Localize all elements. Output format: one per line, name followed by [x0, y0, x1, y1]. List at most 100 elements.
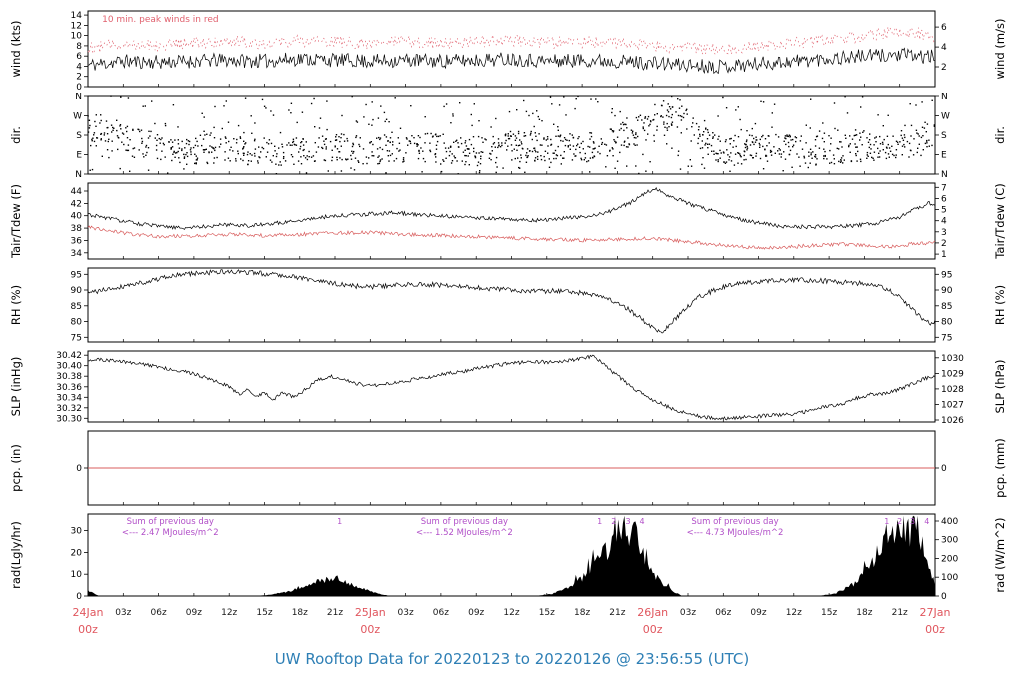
ytick-left-label: 75	[71, 333, 82, 343]
ytick-right-label: 0	[941, 592, 947, 599]
ytick-right-label: 7	[941, 183, 947, 193]
xtick-day-label: 24Jan	[73, 606, 104, 619]
ytick-left-label: S	[76, 131, 82, 141]
peak-winds-note: 10 min. peak winds in red	[102, 15, 219, 25]
panel-wind: 0 2 4 6 8 10 12 14 2 4 6 wind (kts) wind (m/s) 10 min…	[0, 8, 1024, 90]
ytick-right-label: 1	[941, 250, 947, 260]
ytick-left-label: 44	[71, 187, 83, 197]
ytick-right-label: 1027	[941, 400, 964, 410]
ytick-right-label: E	[941, 151, 947, 161]
ytick-left-label: 6	[76, 52, 82, 62]
xtick-hour-label: 12z	[221, 608, 237, 618]
xtick-hour-label: 09z	[750, 608, 766, 618]
ytick-right-label: 100	[941, 573, 958, 583]
series-rh_pct	[87, 269, 936, 334]
ytick-left-label: 30.40	[56, 362, 82, 372]
ylabel-left-temp: Tair/Tdew (F)	[9, 184, 23, 259]
ylabel-left-rh: RH (%)	[9, 285, 23, 325]
xtick-hour-label: 15z	[256, 608, 272, 618]
xtick-day-label: 26Jan	[637, 606, 668, 619]
xtick-hour-label: 18z	[574, 608, 590, 618]
ytick-right-label: 300	[941, 536, 958, 546]
ytick-right-label: 80	[941, 318, 953, 328]
ylabel-left-wind: wind (kts)	[9, 21, 23, 78]
rad-marker-day2-3: 3	[625, 517, 630, 526]
ytick-left-label: 30.38	[56, 372, 82, 382]
ytick-left-label: 0	[76, 464, 82, 474]
xtick-hour-label: 21z	[892, 608, 908, 618]
ytick-left-label: 0	[76, 83, 82, 90]
ytick-left-label: W	[73, 112, 82, 122]
ytick-left-label: 36	[71, 237, 83, 247]
xtick-day-hour-label: 00z	[643, 623, 663, 636]
ytick-right-label: 5	[941, 206, 947, 216]
ytick-left-label: 40	[71, 212, 83, 222]
ylabel-right-wind: wind (m/s)	[993, 19, 1007, 80]
rad-marker-day2-1: 1	[597, 517, 602, 526]
ytick-right-label: 90	[941, 286, 953, 296]
ytick-left-label: 30.36	[56, 383, 82, 393]
rad-marker-day3-1: 1	[884, 517, 889, 526]
rad-marker-day3-3: 3	[910, 517, 915, 526]
ytick-right-label: 6	[941, 194, 947, 204]
ytick-left-label: 10	[71, 32, 83, 42]
ytick-right-label: N	[941, 93, 948, 102]
ylabel-left-dir: dir.	[9, 126, 23, 144]
xtick-day-label: 27Jan	[920, 606, 951, 619]
ytick-left-label: 4	[76, 63, 82, 73]
ytick-left-label: 10	[71, 570, 83, 580]
ytick-left-label: 95	[71, 270, 82, 280]
ytick-right-label: 4	[941, 43, 947, 53]
ytick-left-label: 85	[71, 302, 82, 312]
rad-marker-day3-4: 4	[924, 517, 929, 526]
ytick-left-label: 14	[71, 11, 83, 21]
rh-plot: 75 80 85 90 95 75 80 85 90 95 RH (%) RH (%)	[9, 267, 1007, 343]
xtick-hour-label: 06z	[715, 608, 731, 618]
ylabel-left-pcp: pcp. (in)	[9, 444, 23, 492]
ytick-left-label: 30.42	[56, 351, 82, 361]
ylabel-right-slp: SLP (hPa)	[993, 359, 1007, 413]
series-wind_avg_kts	[87, 47, 936, 75]
panel-pcp: 0 0 pcp. (in) pcp. (mm)	[0, 428, 1024, 508]
ytick-left-label: 38	[71, 224, 83, 234]
xtick-hour-label: 09z	[468, 608, 484, 618]
ytick-right-label: 2	[941, 63, 947, 73]
ytick-left-label: 8	[76, 42, 82, 52]
ytick-left-label: 30.34	[56, 393, 82, 403]
xtick-hour-label: 21z	[609, 608, 625, 618]
sum-prev-day-3-value: <--- 4.73 MJoules/m^2	[687, 528, 784, 538]
ytick-right-label: 1028	[941, 385, 964, 395]
series-solar_rad	[88, 515, 935, 596]
xtick-hour-label: 06z	[433, 608, 449, 618]
xtick-hour-label: 03z	[115, 608, 131, 618]
pcp-plot: 0 0 pcp. (in) pcp. (mm)	[9, 430, 1007, 506]
ytick-left-label: 30.32	[56, 404, 82, 414]
chart-panels: 0 2 4 6 8 10 12 14 2 4 6 wind (kts) wind (m/s) 10 min…	[0, 8, 1024, 599]
series-wind_dir	[87, 95, 936, 175]
xtick-hour-label: 12z	[786, 608, 802, 618]
ytick-right-label: N	[941, 170, 948, 177]
ytick-left-label: 80	[71, 318, 83, 328]
xtick-day-hour-label: 00z	[925, 623, 945, 636]
x-axis: 03z 06z 09z 12z 15z 18z 21z 03z 06z 09z 12z 15z 18z 2…	[73, 606, 951, 636]
rad-marker-day3-2: 2	[897, 517, 902, 526]
ytick-left-label: 30.30	[56, 414, 82, 424]
panel-slp: 30.30 30.32 30.34 30.36 30.38 30.40 30.42 1026 1…	[0, 348, 1024, 425]
xtick-day-hour-label: 00z	[360, 623, 380, 636]
xtick-hour-label: 03z	[398, 608, 414, 618]
rad-marker-day1-1: 1	[337, 517, 342, 526]
ytick-left-label: 0	[76, 592, 82, 599]
ytick-left-label: N	[75, 170, 82, 177]
ytick-right-label: 1030	[941, 354, 964, 364]
xtick-day-label: 25Jan	[355, 606, 386, 619]
ylabel-left-rad: rad(Lgly/hr)	[9, 521, 23, 589]
sum-prev-day-2-title: Sum of previous day	[421, 517, 508, 527]
ytick-right-label: 0	[941, 464, 947, 474]
ylabel-right-temp: Tair/Tdew (C)	[993, 183, 1007, 259]
xtick-hour-label: 15z	[539, 608, 555, 618]
